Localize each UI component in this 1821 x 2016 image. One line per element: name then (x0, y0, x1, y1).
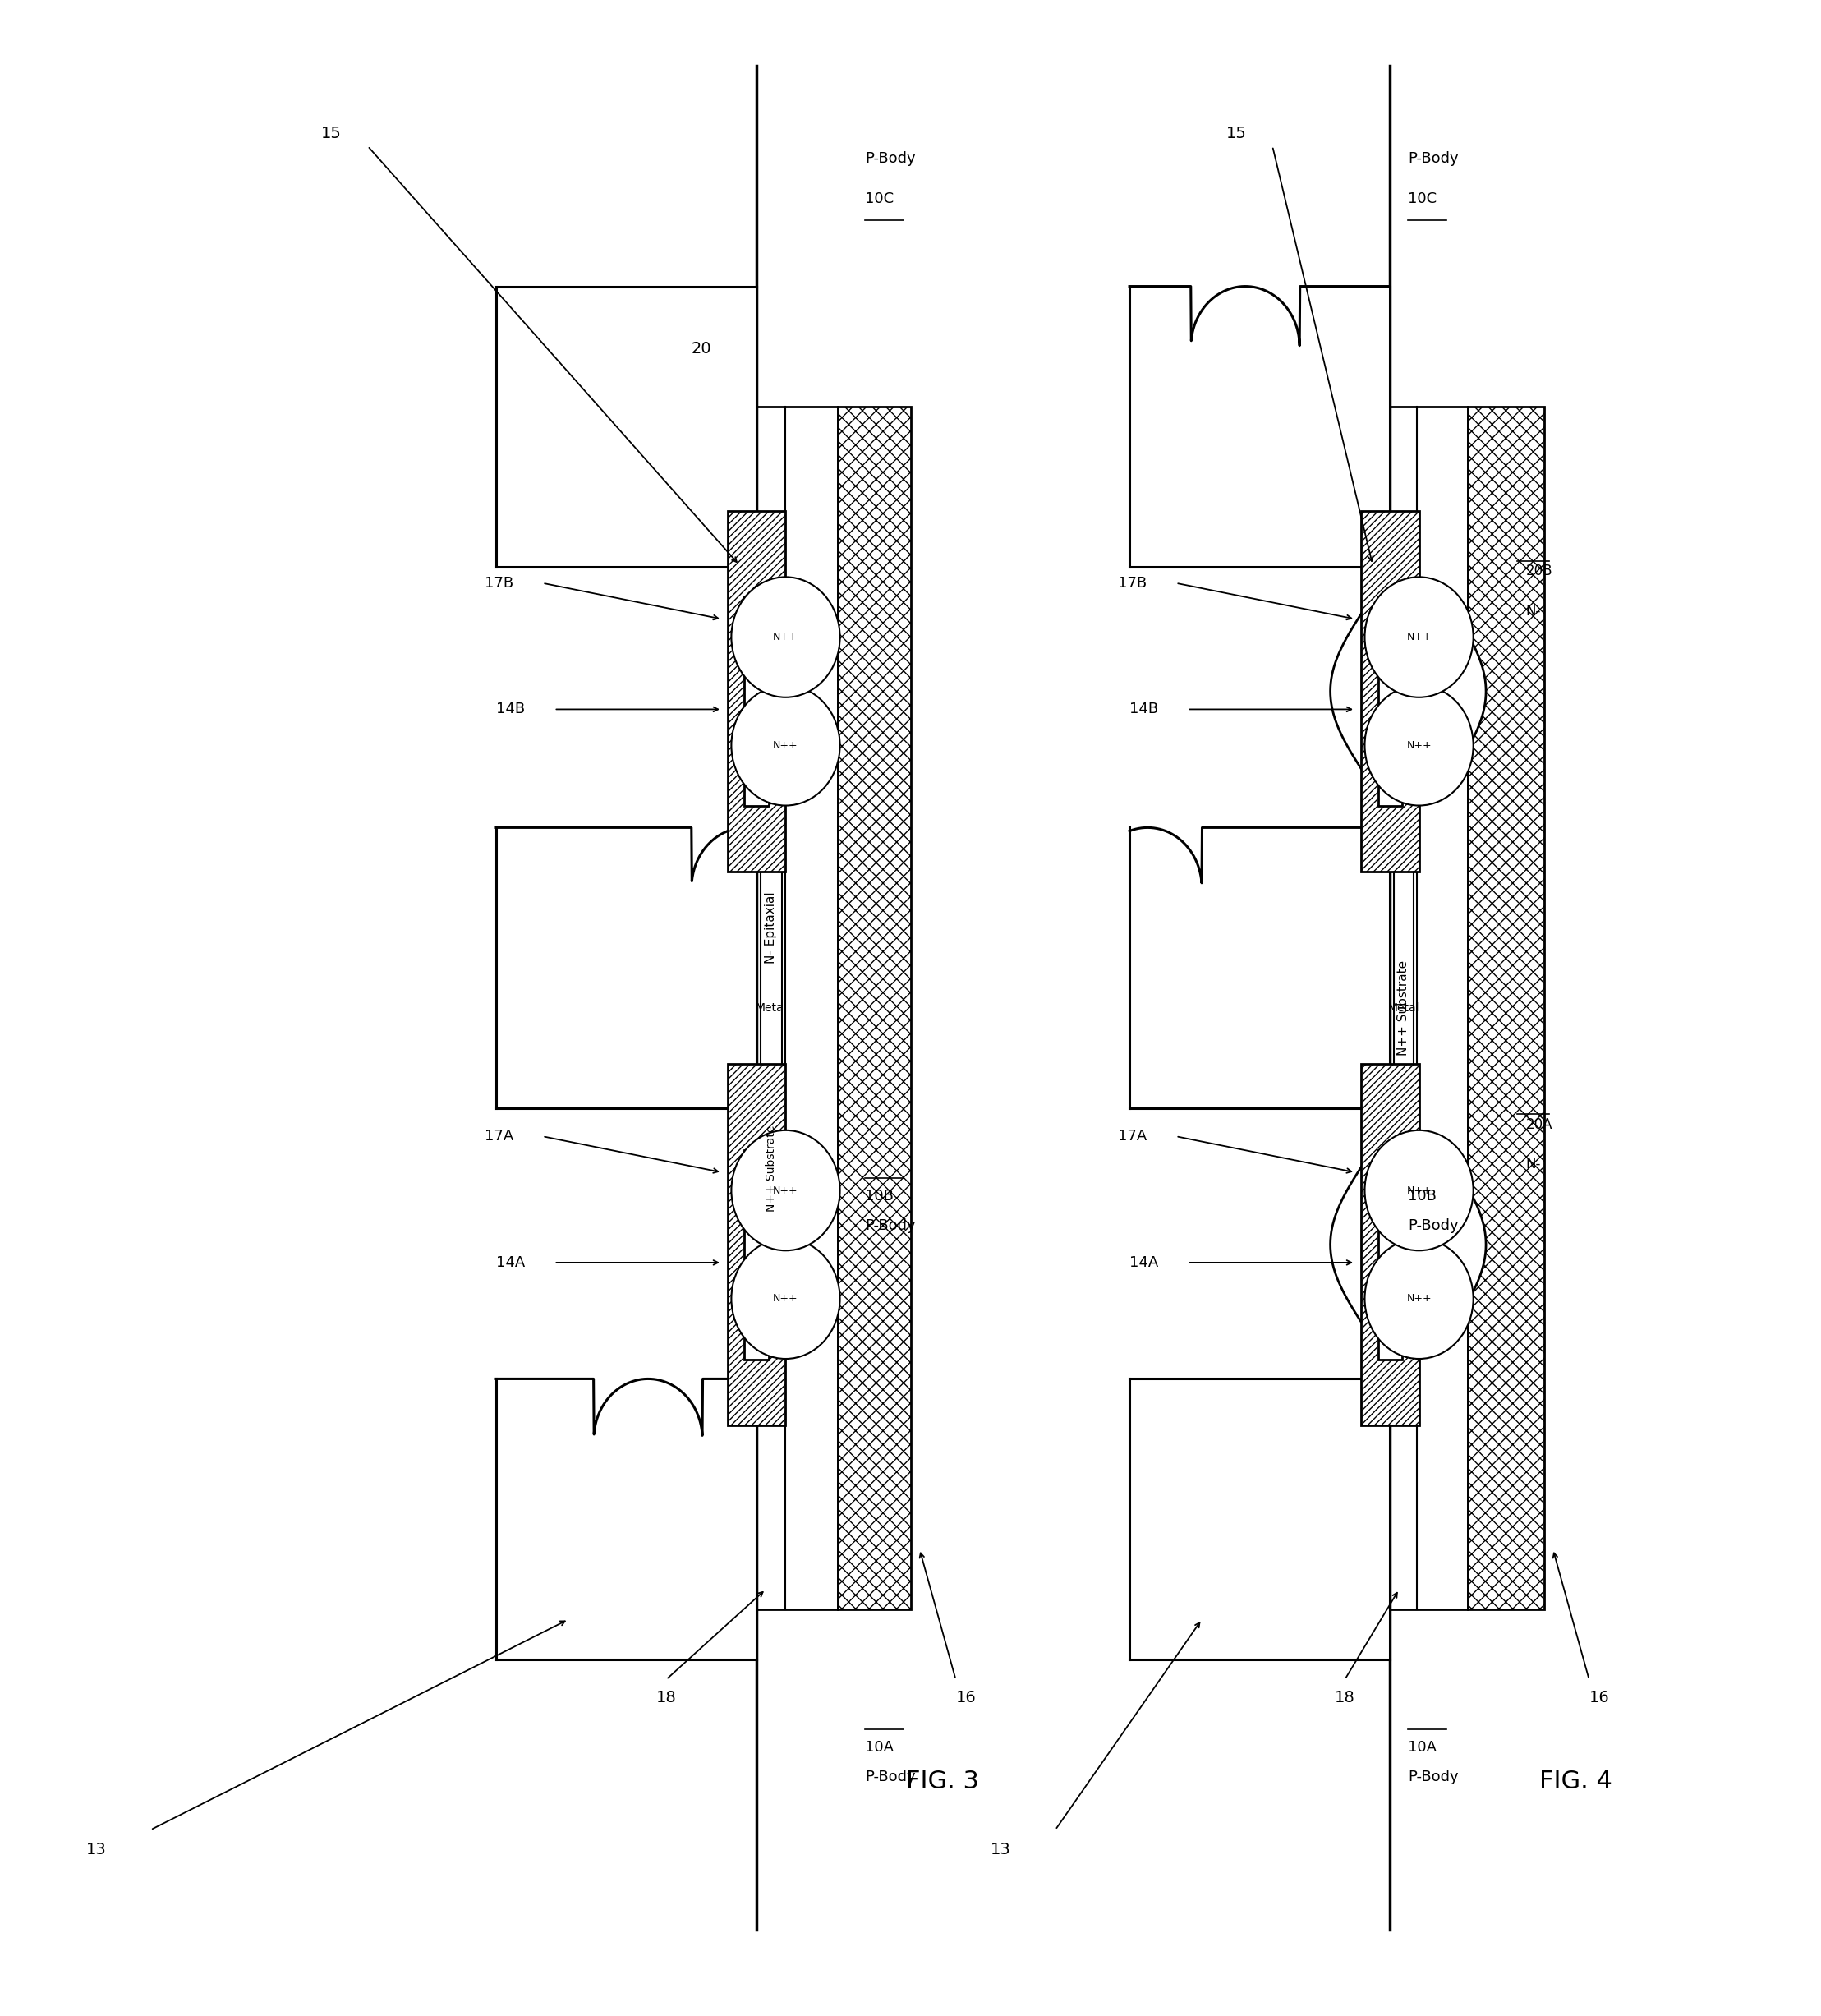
Text: 16: 16 (1590, 1689, 1610, 1706)
Text: 15: 15 (1226, 125, 1246, 141)
Text: Metal: Metal (756, 1002, 787, 1014)
Text: 18: 18 (656, 1689, 676, 1706)
Polygon shape (1129, 829, 1389, 1109)
Text: 18: 18 (1335, 1689, 1355, 1706)
Polygon shape (495, 286, 758, 566)
Text: N-: N- (1526, 603, 1541, 619)
Text: N++: N++ (1406, 631, 1431, 643)
Text: 10C: 10C (865, 192, 894, 206)
Text: N++ Substrate: N++ Substrate (1397, 960, 1409, 1056)
Text: 13: 13 (991, 1843, 1011, 1857)
Bar (1360, 1064, 1419, 1425)
Text: 17A: 17A (484, 1129, 514, 1143)
Bar (1378, 597, 1402, 806)
Bar (838, 407, 910, 1609)
Text: FIG. 4: FIG. 4 (1539, 1770, 1612, 1794)
Text: P-Body: P-Body (1408, 1218, 1459, 1234)
Bar (1389, 407, 1468, 1609)
Text: N++: N++ (774, 740, 798, 750)
Text: N++: N++ (1406, 1185, 1431, 1195)
Text: P-Body: P-Body (865, 1218, 916, 1234)
Circle shape (1364, 685, 1473, 806)
Text: 14B: 14B (1129, 702, 1158, 718)
Text: N++: N++ (774, 1294, 798, 1304)
Text: 10A: 10A (1408, 1740, 1437, 1754)
Circle shape (1364, 577, 1473, 698)
Text: P-Body: P-Body (865, 151, 916, 165)
Text: 15: 15 (320, 125, 342, 141)
Polygon shape (1331, 1149, 1486, 1341)
Circle shape (732, 577, 839, 698)
Bar (1468, 407, 1544, 1609)
Bar (745, 597, 768, 806)
Polygon shape (1331, 595, 1486, 788)
Text: 17A: 17A (1118, 1129, 1147, 1143)
Circle shape (1364, 1238, 1473, 1359)
Bar (728, 510, 785, 871)
Text: Metal: Metal (1388, 1002, 1420, 1014)
Text: N++: N++ (1406, 1294, 1431, 1304)
Text: N++: N++ (774, 631, 798, 643)
Bar (745, 1149, 768, 1359)
Text: 14B: 14B (495, 702, 524, 718)
Text: 20B: 20B (1526, 564, 1553, 579)
Text: P-Body: P-Body (865, 1770, 916, 1784)
Polygon shape (495, 1379, 758, 1659)
Text: 14A: 14A (495, 1256, 524, 1270)
Bar (728, 1064, 785, 1425)
Text: 10B: 10B (1408, 1187, 1437, 1204)
Text: 16: 16 (956, 1689, 976, 1706)
Text: N-: N- (1526, 1157, 1541, 1171)
Text: 10A: 10A (865, 1740, 894, 1754)
Text: N++ Substrate: N++ Substrate (765, 1125, 778, 1212)
Text: N++: N++ (774, 1185, 798, 1195)
Bar (758, 407, 838, 1609)
Text: 10B: 10B (865, 1187, 894, 1204)
Polygon shape (495, 829, 758, 1109)
Polygon shape (1129, 286, 1389, 566)
Circle shape (732, 1131, 839, 1250)
Bar (1393, 863, 1413, 1153)
Bar (761, 863, 781, 1153)
Text: P-Body: P-Body (1408, 151, 1459, 165)
Text: 13: 13 (86, 1843, 106, 1857)
Polygon shape (1129, 1379, 1389, 1659)
Text: P-Body: P-Body (1408, 1770, 1459, 1784)
Text: FIG. 3: FIG. 3 (905, 1770, 978, 1794)
Text: N++: N++ (1406, 740, 1431, 750)
Text: 14A: 14A (1129, 1256, 1158, 1270)
Text: 17B: 17B (1118, 577, 1147, 591)
Circle shape (732, 1238, 839, 1359)
Circle shape (732, 685, 839, 806)
Text: 10C: 10C (1408, 192, 1437, 206)
Circle shape (1364, 1131, 1473, 1250)
Bar (1378, 1149, 1402, 1359)
Text: 20A: 20A (1526, 1117, 1553, 1131)
Text: 20: 20 (692, 341, 712, 357)
Text: N- Epitaxial: N- Epitaxial (765, 891, 778, 964)
Bar (1360, 510, 1419, 871)
Text: 17B: 17B (484, 577, 514, 591)
